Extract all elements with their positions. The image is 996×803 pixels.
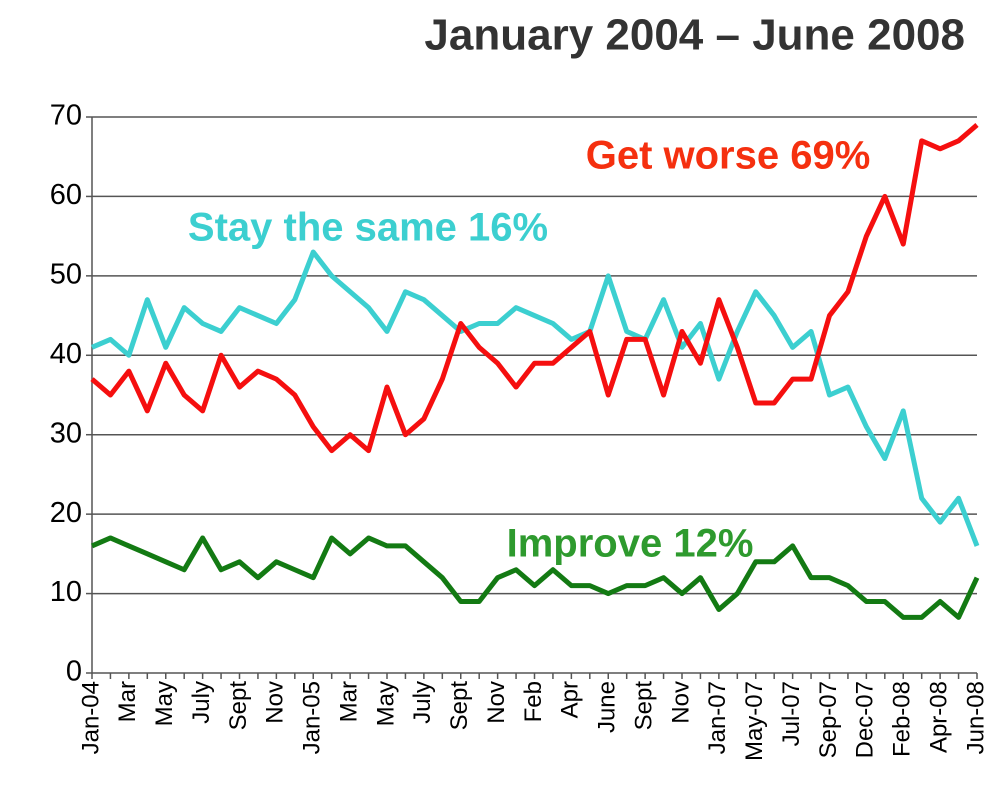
y-tick-label: 0 [66, 656, 82, 688]
x-tick-label: Nov [262, 681, 289, 724]
series-line [91, 249, 980, 547]
x-tick-label: Mar [335, 681, 362, 722]
annotation: Stay the same 16% [188, 206, 548, 250]
y-tick-label: 60 [50, 179, 82, 211]
x-tick-label: Dec-07 [852, 681, 879, 758]
x-tick-label: Nov [483, 681, 510, 724]
y-tick-label: 70 [50, 100, 82, 132]
x-tick-label: Apr [557, 681, 584, 718]
x-tick-label: Sept [446, 681, 473, 731]
x-tick-label: Jan-05 [299, 681, 326, 754]
x-tick-label: July [409, 681, 436, 724]
series-line [90, 123, 979, 454]
y-tick-label: 40 [50, 338, 82, 370]
annotation: Get worse 69% [586, 134, 871, 178]
x-tick-label: May [151, 681, 178, 726]
y-tick-label: 20 [50, 497, 82, 529]
x-tick-label: Feb-08 [889, 681, 916, 757]
x-tick-label: May [372, 681, 399, 726]
x-tick-label: Jun-08 [962, 681, 989, 754]
x-tick-label: Jan-04 [77, 681, 104, 754]
series-line [91, 535, 980, 620]
y-tick-label: 10 [50, 576, 82, 608]
x-tick-label: July [188, 681, 215, 724]
x-tick-label: Apr-08 [925, 681, 952, 753]
y-tick-label: 50 [50, 259, 82, 291]
x-tick-label: Mar [114, 681, 141, 722]
x-tick-label: Nov [667, 681, 694, 724]
x-tick-label: Sept [225, 681, 252, 731]
x-tick-label: Sep-07 [815, 681, 842, 758]
chart-title: January 2004 – June 2008 [424, 11, 965, 60]
y-tick-label: 30 [50, 417, 82, 449]
x-tick-label: June [594, 681, 621, 733]
x-tick-label: Jul-07 [778, 681, 805, 746]
annotation: Improve 12% [507, 522, 754, 566]
x-tick-label: Sept [630, 681, 657, 731]
x-tick-label: Jan-07 [704, 681, 731, 754]
x-tick-label: Feb [520, 681, 547, 722]
x-tick-label: May-07 [741, 681, 768, 761]
